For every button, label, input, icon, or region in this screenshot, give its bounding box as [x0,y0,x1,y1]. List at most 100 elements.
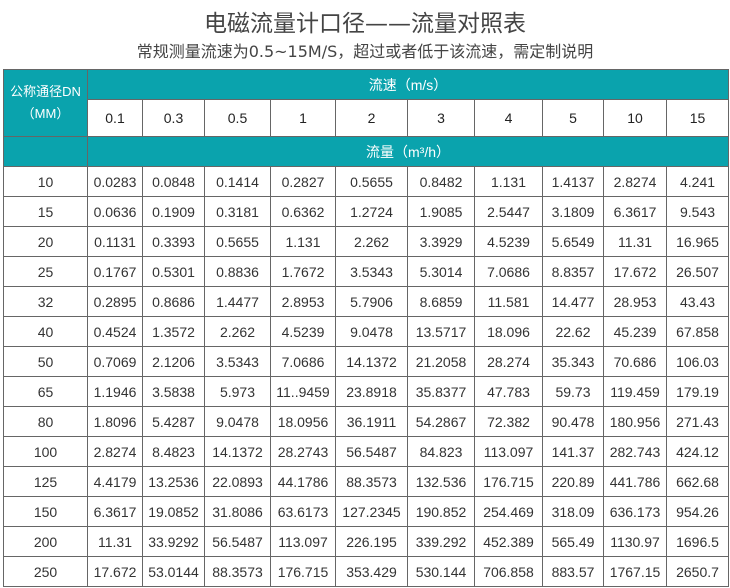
flow-cell: 954.26 [665,496,730,527]
flow-header-blank [3,136,88,167]
dn-cell: 250 [3,556,88,587]
table-row: 40 0.4524 1.3572 2.262 4.5239 9.0478 13.5717 18… [3,316,730,347]
table-row: 65 1.1946 3.5838 5.973 11..9459 23.8918 35.837… [3,376,730,407]
flow-cell: 190.852 [407,496,475,527]
flow-cell: 56.5487 [335,436,408,467]
flow-cell: 26.507 [665,256,730,287]
flow-cell: 424.12 [665,436,730,467]
flow-cell: 0.8836 [204,256,271,287]
flow-cell: 16.965 [665,226,730,257]
flow-cell: 119.459 [603,376,667,407]
flow-cell: 88.3573 [335,466,408,497]
dn-header-label: 公称通径DN [10,84,81,99]
flow-cell: 5.7906 [335,286,408,317]
dn-cell: 25 [3,256,88,287]
flow-cell: 565.49 [542,526,604,557]
flow-cell: 1696.5 [665,526,730,557]
dn-cell: 100 [3,436,88,467]
table-row: 150 6.3617 19.0852 31.8086 63.6173 127.2345 19… [3,496,730,527]
flow-cell: 88.3573 [204,556,271,587]
dn-cell: 10 [3,166,88,197]
flow-cell: 11..9459 [270,376,336,407]
flow-cell: 2650.7 [665,556,730,587]
table-row: 25 0.1767 0.5301 0.8836 1.7672 3.5343 5.3014 7.… [3,256,730,287]
table-row: 10 0.0283 0.0848 0.1414 0.2827 0.5655 0.8482 1.… [3,166,730,197]
flow-cell: 14.477 [542,286,604,317]
flow-table: 公称通径DN （MM） 流速（m/s） 0.1 0.3 0.5 1 2 3 4 5 10 15 流… [3,69,730,587]
flow-cell: 33.9292 [142,526,205,557]
dn-cell: 150 [3,496,88,527]
velocity-cell: 10 [603,99,667,137]
flow-cell: 14.1372 [204,436,271,467]
flow-cell: 0.1414 [204,166,271,197]
flow-cell: 2.262 [335,226,408,257]
flow-cell: 452.389 [474,526,543,557]
flow-cell: 8.6859 [407,286,475,317]
flow-cell: 1.4137 [542,166,604,197]
flow-cell: 1767.15 [603,556,667,587]
flow-cell: 0.0283 [87,166,143,197]
flow-cell: 28.953 [603,286,667,317]
velocity-cell: 0.3 [142,99,205,137]
flow-cell: 1.4477 [204,286,271,317]
table-row: 20 0.1131 0.3393 0.5655 1.131 2.262 3.3929 4.52… [3,226,730,257]
dn-header: 公称通径DN （MM） [3,69,88,137]
flow-cell: 4.241 [665,166,730,197]
flow-cell: 43.43 [665,286,730,317]
flow-cell: 13.5717 [407,316,475,347]
flow-cell: 9.543 [665,196,730,227]
flow-cell: 47.783 [474,376,543,407]
flow-cell: 5.6549 [542,226,604,257]
table-row: 50 0.7069 2.1206 3.5343 7.0686 14.1372 21.2058… [3,346,730,377]
flow-cell: 0.0636 [87,196,143,227]
flow-cell: 180.956 [603,406,667,437]
flow-cell: 0.6362 [270,196,336,227]
flow-cell: 8.4823 [142,436,205,467]
flow-cell: 11.31 [87,526,143,557]
flow-cell: 1.1946 [87,376,143,407]
flow-cell: 84.823 [407,436,475,467]
flow-cell: 0.2895 [87,286,143,317]
flow-cell: 441.786 [603,466,667,497]
flow-cell: 0.8686 [142,286,205,317]
flow-cell: 176.715 [270,556,336,587]
dn-cell: 32 [3,286,88,317]
flow-cell: 3.5343 [335,256,408,287]
flow-cell: 2.5447 [474,196,543,227]
flow-cell: 22.0893 [204,466,271,497]
flow-cell: 2.1206 [142,346,205,377]
flow-cell: 0.1767 [87,256,143,287]
flow-cell: 6.3617 [603,196,667,227]
flow-cell: 35.343 [542,346,604,377]
flow-cell: 339.292 [407,526,475,557]
flow-cell: 8.8357 [542,256,604,287]
flow-cell: 0.1909 [142,196,205,227]
flow-cell: 63.6173 [270,496,336,527]
flow-cell: 318.09 [542,496,604,527]
flow-cell: 4.4179 [87,466,143,497]
flow-cell: 72.382 [474,406,543,437]
flow-cell: 18.096 [474,316,543,347]
flow-cell: 70.686 [603,346,667,377]
flow-cell: 56.5487 [204,526,271,557]
table-row: 250 17.672 53.0144 88.3573 176.715 353.429 530… [3,556,730,587]
page-title: 电磁流量计口径——流量对照表 [204,11,526,37]
flow-cell: 11.581 [474,286,543,317]
table-row: 200 11.31 33.9292 56.5487 113.097 226.195 339.… [3,526,730,557]
velocity-cell: 1 [270,99,336,137]
flow-cell: 3.5838 [142,376,205,407]
flow-cell: 13.2536 [142,466,205,497]
table-row: 15 0.0636 0.1909 0.3181 0.6362 1.2724 1.9085 2.… [3,196,730,227]
flow-cell: 36.1911 [335,406,408,437]
flow-cell: 11.31 [603,226,667,257]
flow-cell: 3.3929 [407,226,475,257]
flow-cell: 132.536 [407,466,475,497]
flow-cell: 141.37 [542,436,604,467]
flow-cell: 44.1786 [270,466,336,497]
velocity-cell: 3 [407,99,475,137]
flow-cell: 3.1809 [542,196,604,227]
flow-cell: 17.672 [603,256,667,287]
flow-cell: 90.478 [542,406,604,437]
flow-cell: 0.5655 [335,166,408,197]
flow-cell: 5.973 [204,376,271,407]
